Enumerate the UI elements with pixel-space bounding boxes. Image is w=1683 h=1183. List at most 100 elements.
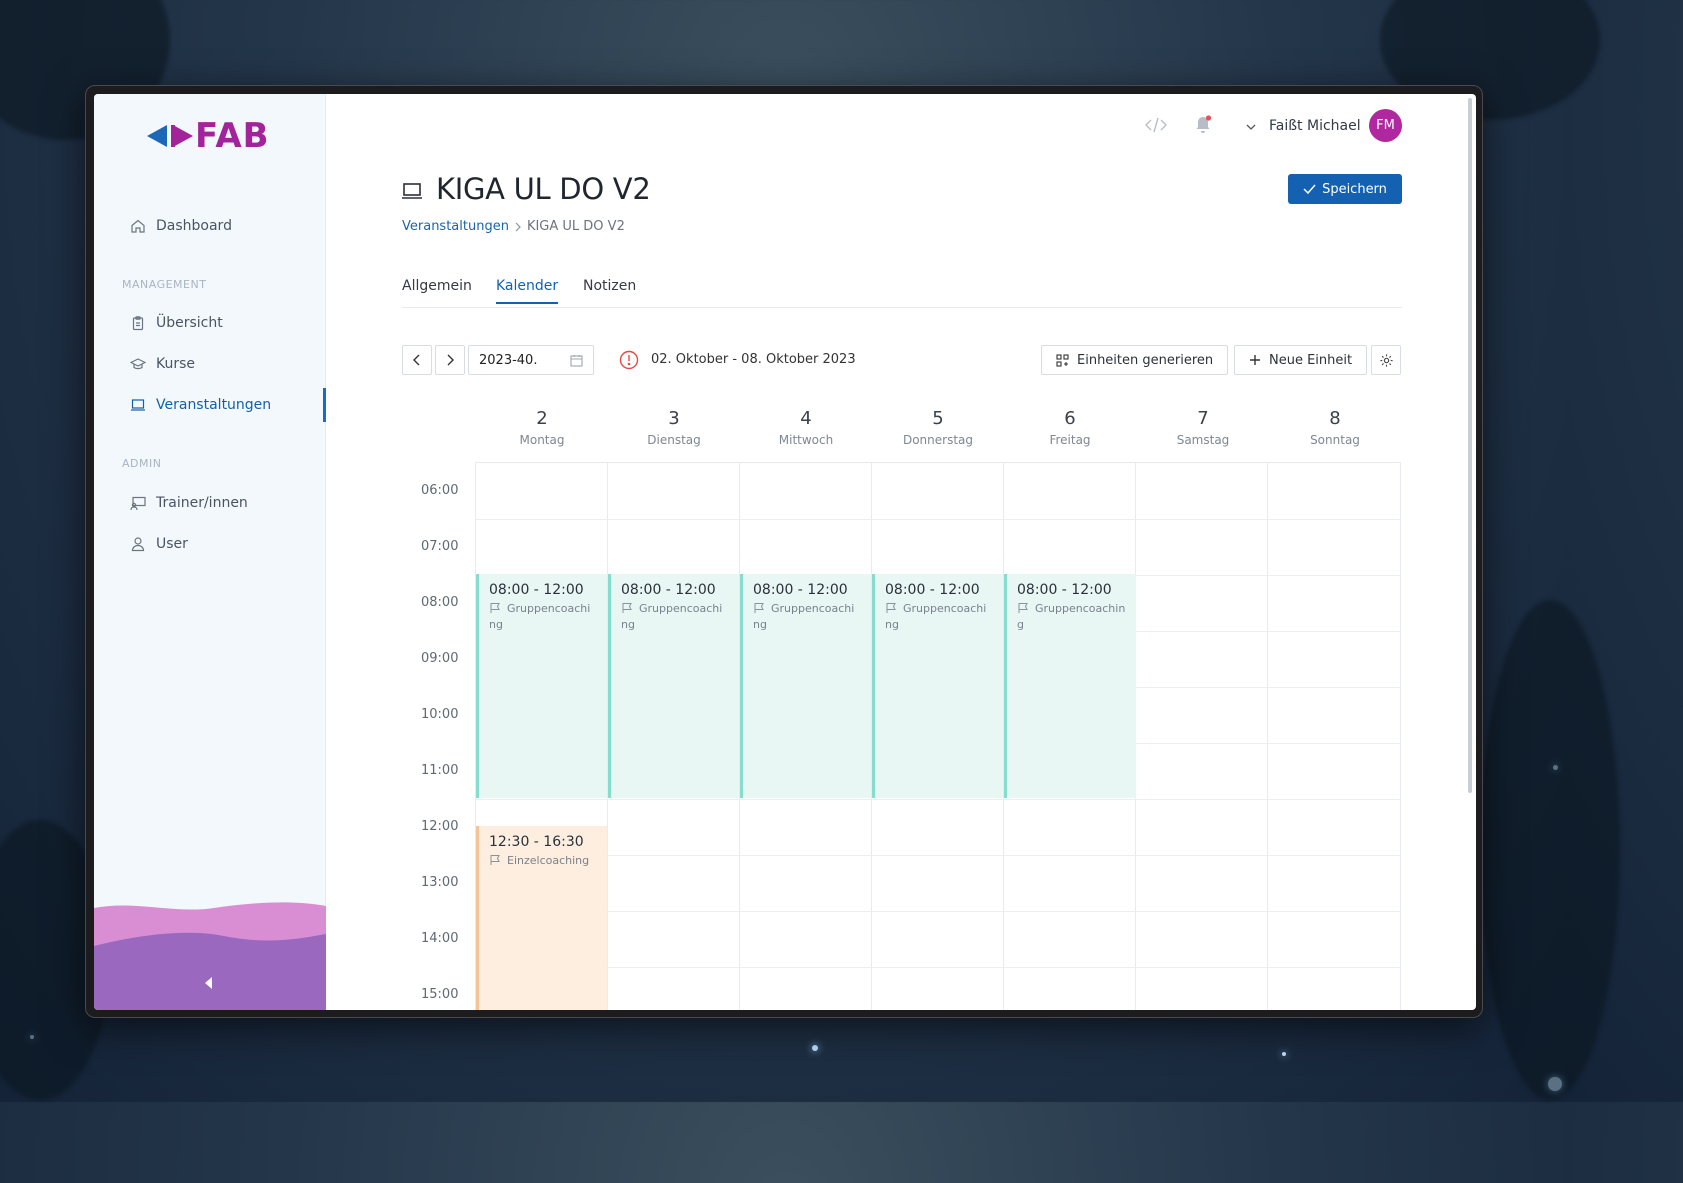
tab-bar: Allgemein Kalender Notizen [402, 278, 1402, 308]
browser-window: FAB Dashboard MANAGEMENT Übersicht Kurse… [85, 85, 1483, 1018]
event-type: Einzelcoaching [489, 853, 597, 869]
event-type-label: Gruppencoaching [1017, 602, 1126, 631]
date-range-label: 02. Oktober - 08. Oktober 2023 [651, 352, 856, 367]
tab-notizen[interactable]: Notizen [583, 278, 637, 294]
day-number: 6 [1064, 408, 1076, 429]
chevron-down-icon[interactable] [1245, 122, 1257, 132]
grid-row [475, 519, 1401, 520]
event-type: Gruppencoaching [621, 601, 729, 633]
day-name: Donnerstag [902, 433, 974, 447]
grid-row [475, 911, 1401, 912]
time-label: 12:00 [421, 819, 459, 834]
section-title-management: MANAGEMENT [122, 278, 207, 291]
flag-icon [754, 603, 764, 613]
grid-row [475, 855, 1401, 856]
calendar-event[interactable]: 08:00 - 12:00 Gruppencoaching [608, 574, 739, 798]
check-icon [1303, 184, 1316, 194]
sidebar-item-uebersicht[interactable]: Übersicht [130, 312, 223, 334]
flag-icon [490, 855, 500, 865]
time-label: 07:00 [421, 539, 459, 554]
event-time: 12:30 - 16:30 [489, 834, 584, 850]
time-label: 10:00 [421, 707, 459, 722]
day-number: 8 [1329, 408, 1341, 429]
grid-column [871, 463, 872, 1010]
event-type-label: Einzelcoaching [507, 854, 590, 867]
laptop-icon [131, 399, 145, 411]
laptop-icon [402, 183, 422, 199]
sidebar-item-kurse[interactable]: Kurse [130, 353, 195, 375]
day-name: Dienstag [647, 433, 701, 447]
home-icon [131, 219, 145, 233]
calendar-event[interactable]: 08:00 - 12:00 Gruppencoaching [1004, 574, 1136, 798]
save-button-label: Speichern [1322, 181, 1387, 197]
bell-icon[interactable] [1192, 114, 1214, 136]
logo[interactable]: FAB [147, 116, 270, 156]
day-header-saturday: 7 Samstag [1137, 408, 1269, 447]
avatar[interactable]: FM [1369, 109, 1402, 142]
breadcrumb-link-veranstaltungen[interactable]: Veranstaltungen [402, 219, 509, 234]
day-header-sunday: 8 Sonntag [1269, 408, 1401, 447]
event-type: Gruppencoaching [489, 601, 597, 633]
grid-column [607, 463, 608, 1010]
new-unit-button[interactable]: Neue Einheit [1234, 345, 1368, 375]
gear-icon [1379, 353, 1393, 367]
sidebar-item-label: Übersicht [156, 315, 223, 331]
tab-kalender[interactable]: Kalender [496, 278, 559, 304]
event-type: Gruppencoaching [885, 601, 993, 633]
time-label: 14:00 [421, 931, 459, 946]
clipboard-icon [132, 316, 144, 331]
week-picker-input[interactable]: 2023-40. [468, 345, 594, 375]
day-header-friday: 6 Freitag [1004, 408, 1136, 447]
background-star [812, 1045, 818, 1051]
prev-week-button[interactable] [402, 345, 432, 375]
sidebar-item-trainer[interactable]: Trainer/innen [130, 492, 248, 514]
calendar-event[interactable]: 08:00 - 12:00 Gruppencoaching [872, 574, 1003, 798]
flag-icon [886, 603, 896, 613]
grid-column [475, 463, 476, 1010]
breadcrumb-current: KIGA UL DO V2 [526, 219, 625, 234]
day-number: 7 [1197, 408, 1209, 429]
sidebar-item-dashboard[interactable]: Dashboard [130, 215, 232, 237]
day-name: Mittwoch [778, 433, 834, 447]
flag-icon [490, 603, 500, 613]
day-name: Samstag [1176, 433, 1230, 447]
calendar-icon [570, 354, 583, 367]
generate-units-label: Einheiten generieren [1077, 352, 1214, 368]
chevron-left-icon [413, 354, 420, 366]
code-icon[interactable] [1144, 116, 1168, 134]
day-number: 3 [668, 408, 680, 429]
user-name[interactable]: Faißt Michael [1269, 118, 1361, 134]
grid-column [1400, 463, 1401, 1010]
calendar-event[interactable]: 08:00 - 12:00 Gruppencoaching [476, 574, 607, 798]
day-number: 5 [932, 408, 944, 429]
next-week-button[interactable] [435, 345, 465, 375]
day-name: Montag [519, 433, 565, 447]
new-unit-label: Neue Einheit [1269, 352, 1353, 368]
day-name: Sonntag [1310, 433, 1360, 447]
sidebar: FAB Dashboard MANAGEMENT Übersicht Kurse… [94, 94, 326, 1010]
save-button[interactable]: Speichern [1288, 174, 1402, 204]
event-time: 08:00 - 12:00 [885, 582, 980, 598]
page-title: KIGA UL DO V2 [436, 172, 651, 206]
day-header-tuesday: 3 Dienstag [608, 408, 740, 447]
calendar-event[interactable]: 12:30 - 16:30 Einzelcoaching [476, 826, 607, 1010]
sidebar-item-label: User [156, 536, 188, 552]
day-number: 4 [800, 408, 812, 429]
generate-units-button[interactable]: Einheiten generieren [1041, 345, 1229, 375]
logo-arrows-icon [147, 125, 193, 147]
graduation-cap-icon [130, 358, 146, 370]
scrollbar[interactable] [1468, 98, 1472, 793]
time-label: 09:00 [421, 651, 459, 666]
sidebar-item-user[interactable]: User [130, 533, 188, 555]
background-star [1282, 1052, 1286, 1056]
sidebar-item-veranstaltungen[interactable]: Veranstaltungen [130, 394, 271, 416]
tab-allgemein[interactable]: Allgemein [402, 278, 472, 294]
calendar-event[interactable]: 08:00 - 12:00 Gruppencoaching [740, 574, 871, 798]
event-time: 08:00 - 12:00 [1017, 582, 1112, 598]
event-type-label: Gruppencoaching [621, 602, 723, 631]
week-picker-value: 2023-40. [479, 352, 538, 368]
collapse-sidebar-icon[interactable] [200, 974, 218, 992]
event-type-label: Gruppencoaching [489, 602, 591, 631]
day-number: 2 [536, 408, 548, 429]
settings-button[interactable] [1371, 345, 1401, 375]
